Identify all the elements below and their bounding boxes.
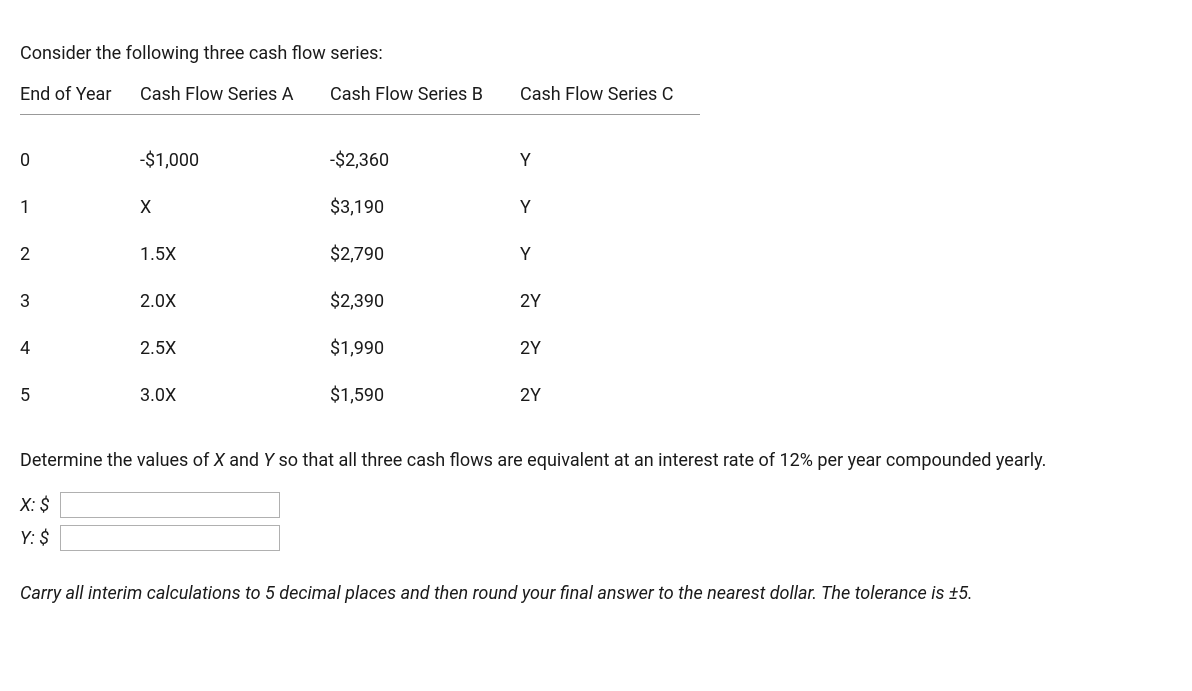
cell: 0 bbox=[20, 137, 140, 184]
y-input[interactable] bbox=[60, 525, 280, 551]
cell: 1.5X bbox=[140, 231, 330, 278]
table-row: 0 -$1,000 -$2,360 Y bbox=[20, 137, 700, 184]
cell: Y bbox=[520, 184, 700, 231]
cell: 2 bbox=[20, 231, 140, 278]
header-series-a: Cash Flow Series A bbox=[140, 71, 330, 115]
cell: 4 bbox=[20, 325, 140, 372]
cell: Y bbox=[520, 137, 700, 184]
table-row: 4 2.5X $1,990 2Y bbox=[20, 325, 700, 372]
cell: -$1,000 bbox=[140, 137, 330, 184]
table-row: 1 X $3,190 Y bbox=[20, 184, 700, 231]
cell: 2Y bbox=[520, 278, 700, 325]
cell: 2.0X bbox=[140, 278, 330, 325]
tolerance-note: Carry all interim calculations to 5 deci… bbox=[20, 580, 1172, 607]
cell: 2.5X bbox=[140, 325, 330, 372]
cell: $1,990 bbox=[330, 325, 520, 372]
cell: Y bbox=[520, 231, 700, 278]
cash-flow-table: End of Year Cash Flow Series A Cash Flow… bbox=[20, 71, 700, 419]
x-input[interactable] bbox=[60, 492, 280, 518]
cell: $2,390 bbox=[330, 278, 520, 325]
cell: -$2,360 bbox=[330, 137, 520, 184]
cell: 3.0X bbox=[140, 372, 330, 419]
header-end-of-year: End of Year bbox=[20, 71, 140, 115]
cell: X bbox=[140, 184, 330, 231]
cell: 2Y bbox=[520, 325, 700, 372]
cell: $2,790 bbox=[330, 231, 520, 278]
cell: $1,590 bbox=[330, 372, 520, 419]
question-text: Determine the values of X and Y so that … bbox=[20, 447, 1172, 474]
intro-text: Consider the following three cash flow s… bbox=[20, 40, 1172, 67]
table-row: 5 3.0X $1,590 2Y bbox=[20, 372, 700, 419]
table-row: 2 1.5X $2,790 Y bbox=[20, 231, 700, 278]
header-series-b: Cash Flow Series B bbox=[330, 71, 520, 115]
cell: $3,190 bbox=[330, 184, 520, 231]
cell: 5 bbox=[20, 372, 140, 419]
cell: 3 bbox=[20, 278, 140, 325]
y-label: Y: $ bbox=[20, 525, 54, 552]
x-label: X: $ bbox=[20, 492, 54, 519]
table-row: 3 2.0X $2,390 2Y bbox=[20, 278, 700, 325]
cell: 1 bbox=[20, 184, 140, 231]
cell: 2Y bbox=[520, 372, 700, 419]
header-series-c: Cash Flow Series C bbox=[520, 71, 700, 115]
